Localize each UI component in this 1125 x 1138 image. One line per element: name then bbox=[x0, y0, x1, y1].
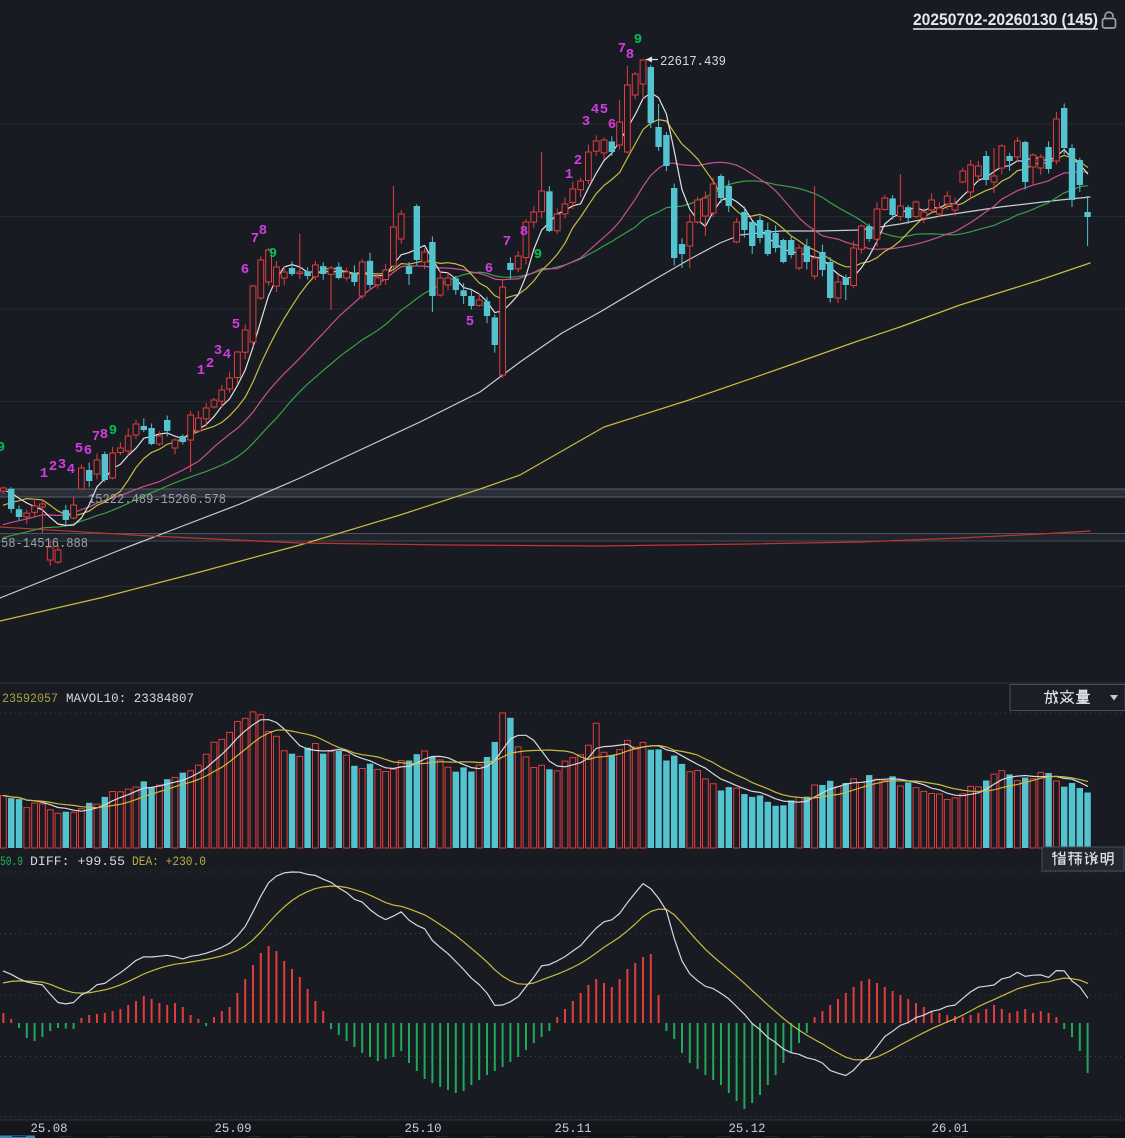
svg-text:8: 8 bbox=[259, 223, 267, 239]
svg-text:2: 2 bbox=[49, 459, 57, 475]
svg-text:58-14516.888: 58-14516.888 bbox=[1, 537, 88, 552]
svg-text:25.09: 25.09 bbox=[215, 1121, 252, 1136]
svg-text:9: 9 bbox=[109, 423, 117, 439]
svg-text:1: 1 bbox=[565, 167, 573, 183]
svg-text:8: 8 bbox=[626, 47, 634, 63]
svg-text:9: 9 bbox=[534, 247, 542, 263]
svg-text:4: 4 bbox=[67, 462, 75, 478]
svg-text:5: 5 bbox=[75, 441, 83, 457]
svg-text:50.9: 50.9 bbox=[0, 854, 23, 869]
svg-text:25.11: 25.11 bbox=[555, 1121, 592, 1136]
svg-text:5: 5 bbox=[466, 314, 474, 330]
svg-text:26.01: 26.01 bbox=[932, 1121, 969, 1136]
svg-text:4: 4 bbox=[223, 347, 231, 363]
svg-text:6: 6 bbox=[84, 443, 92, 459]
svg-text:5: 5 bbox=[600, 102, 608, 118]
svg-text:2: 2 bbox=[206, 356, 214, 372]
svg-text:1: 1 bbox=[40, 466, 48, 482]
svg-text:7: 7 bbox=[618, 41, 626, 57]
svg-text:7: 7 bbox=[503, 234, 511, 250]
svg-text:9: 9 bbox=[269, 246, 277, 262]
svg-text:8: 8 bbox=[100, 427, 108, 443]
svg-text:6: 6 bbox=[241, 262, 249, 278]
svg-text:7: 7 bbox=[251, 231, 259, 247]
svg-text:5: 5 bbox=[232, 317, 240, 333]
svg-text:6: 6 bbox=[608, 117, 616, 133]
svg-text:23592057: 23592057 bbox=[2, 691, 58, 706]
svg-text:3: 3 bbox=[582, 114, 590, 130]
svg-text:MAVOL10: 23384807: MAVOL10: 23384807 bbox=[66, 691, 194, 706]
svg-text:20250702-20260130 (145): 20250702-20260130 (145) bbox=[913, 11, 1098, 29]
svg-text:15222.489-15266.578: 15222.489-15266.578 bbox=[88, 493, 226, 508]
svg-text:9: 9 bbox=[0, 440, 5, 456]
svg-text:22617.439: 22617.439 bbox=[660, 55, 726, 70]
svg-text:25.08: 25.08 bbox=[31, 1121, 68, 1136]
svg-text:7: 7 bbox=[92, 429, 100, 445]
svg-text:3: 3 bbox=[58, 457, 66, 473]
svg-text:25.10: 25.10 bbox=[405, 1121, 442, 1136]
svg-text:DIFF: +99.55: DIFF: +99.55 bbox=[30, 854, 125, 869]
svg-text:3: 3 bbox=[214, 343, 222, 359]
svg-text:DEA: +230.0: DEA: +230.0 bbox=[132, 854, 206, 869]
svg-text:2: 2 bbox=[574, 153, 582, 169]
svg-text:6: 6 bbox=[485, 261, 493, 277]
svg-text:1: 1 bbox=[197, 363, 205, 379]
svg-text:4: 4 bbox=[591, 102, 599, 118]
svg-text:25.12: 25.12 bbox=[729, 1121, 766, 1136]
svg-text:9: 9 bbox=[634, 32, 642, 48]
svg-text:8: 8 bbox=[520, 224, 528, 240]
